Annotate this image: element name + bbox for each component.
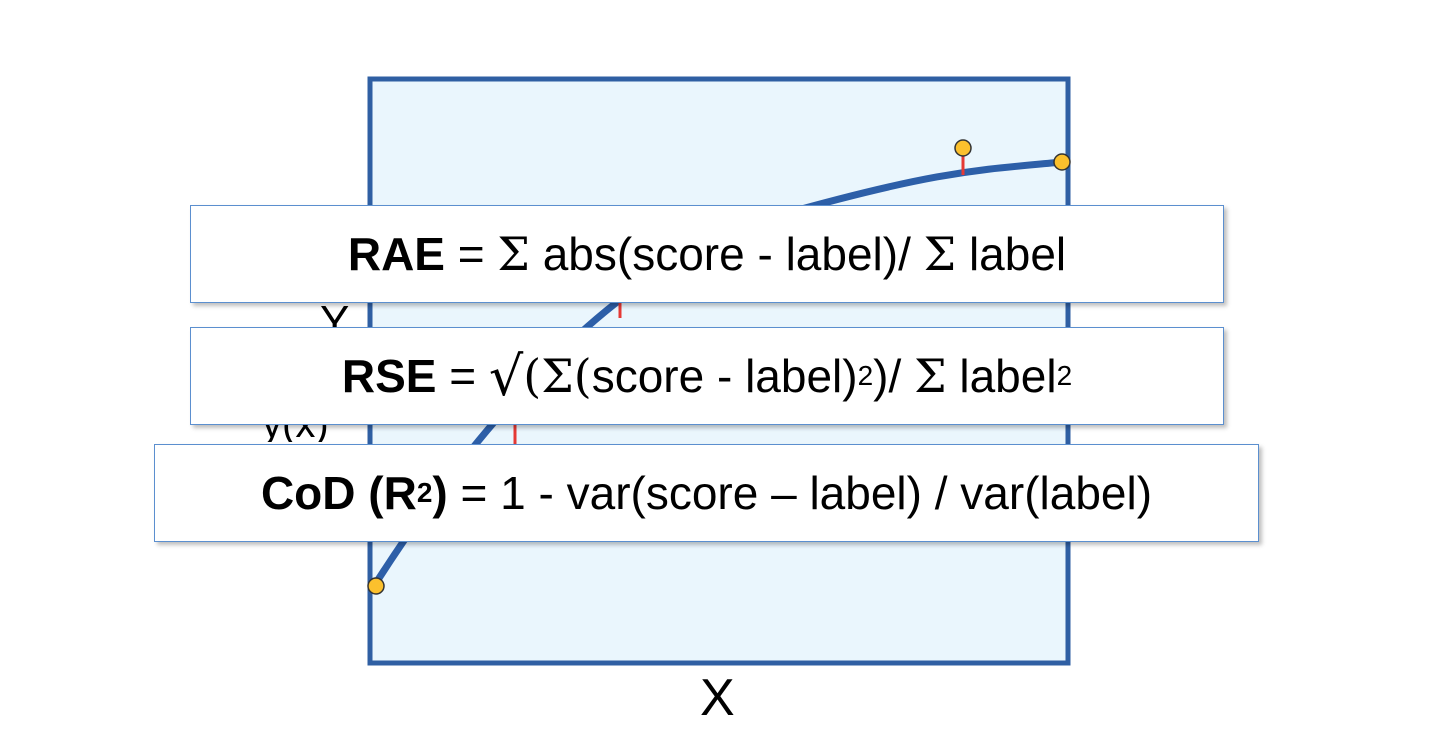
cod-body: = 1 - var(score – label) / var(label) <box>447 467 1153 519</box>
rse-name: RSE <box>341 350 437 402</box>
x-axis-label: X <box>700 669 735 727</box>
cod-formula-box: CoD (R 2) = 1 - var(score – label) / var(… <box>154 444 1259 542</box>
rse-open: (Σ( <box>523 349 592 403</box>
sigma-symbol: Σ <box>914 349 947 403</box>
data-point <box>954 139 972 157</box>
y-axis-label: Y <box>320 300 350 328</box>
rse-close: )/ <box>873 350 915 402</box>
rae-name: RAE <box>347 228 445 280</box>
sigma-symbol: Σ <box>923 227 957 281</box>
cod-name-close: ) <box>432 467 448 519</box>
sqrt-symbol: √ <box>488 344 524 408</box>
y-hat-label: ŷ(x) <box>262 420 329 442</box>
rae-equals: = <box>444 228 498 280</box>
cod-name: CoD (R <box>260 467 417 519</box>
rse-equals: = <box>436 350 489 402</box>
rse-denominator: label <box>946 350 1057 402</box>
rse-body: score - label) <box>591 350 858 402</box>
rae-formula-box: RAE = Σ abs(score - label)/ Σ label <box>190 205 1224 303</box>
rae-denominator: label <box>956 228 1067 280</box>
rse-formula-box: RSE = √ (Σ(score - label) 2)/ Σ label 2 <box>190 327 1224 425</box>
sigma-symbol: Σ <box>497 227 530 281</box>
data-point <box>1053 153 1071 171</box>
data-point <box>367 577 385 595</box>
rae-abs-term: abs(score - label)/ <box>529 228 924 280</box>
